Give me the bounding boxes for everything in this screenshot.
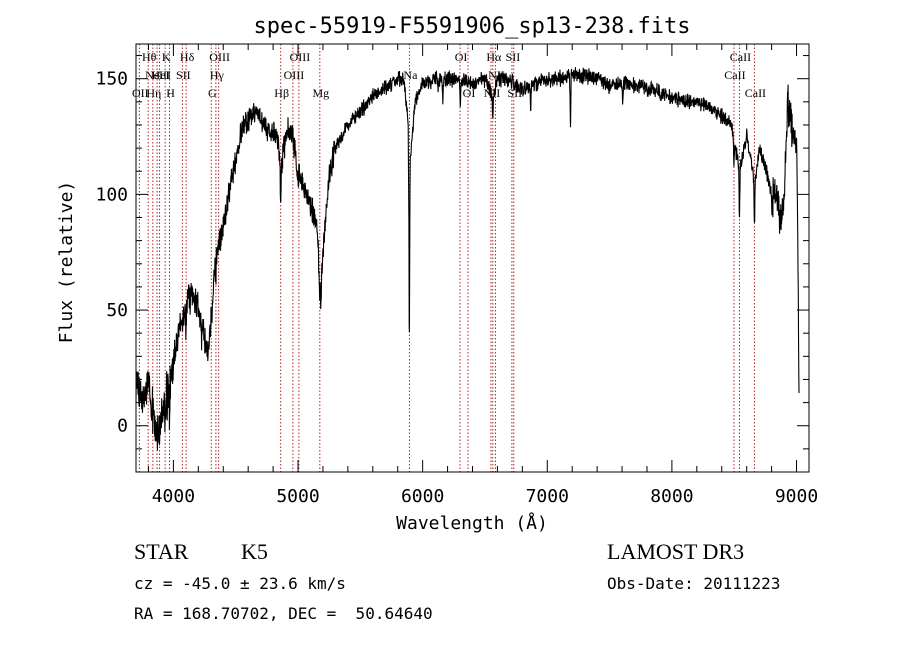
y-axis-label: Flux (relative) (56, 181, 77, 344)
line-marker-label: Hγ (210, 68, 225, 82)
line-marker-label: CaII (730, 50, 751, 64)
chart-title: spec-55919-F5591906_sp13-238.fits (253, 14, 690, 39)
line-marker-label: OIII (284, 68, 305, 82)
y-tick-label: 0 (117, 416, 128, 437)
y-tick-label: 100 (95, 184, 128, 205)
line-marker-label: HeI (152, 68, 170, 82)
line-markers-layer (138, 44, 755, 472)
y-axis-ticks: 0 50 100 150 (95, 55, 809, 450)
survey-name: LAMOST DR3 (607, 539, 744, 564)
spectrum-line (135, 67, 800, 451)
redshift-text: cz = -45.0 ± 23.6 km/s (134, 574, 346, 593)
object-subclass: K5 (241, 539, 268, 564)
x-tick-label: 4000 (152, 486, 195, 507)
x-tick-label: 7000 (526, 486, 569, 507)
line-marker-label: SII (176, 68, 191, 82)
line-marker-label: NeIII (145, 68, 171, 82)
line-marker-label: OI (455, 50, 468, 64)
object-class: STAR (134, 539, 189, 564)
line-marker-label: Hβ (274, 86, 289, 100)
line-marker-label: CaII (745, 86, 766, 100)
line-marker-label: OI (463, 86, 476, 100)
y-tick-label: 150 (95, 69, 128, 90)
line-marker-label: SII (506, 50, 521, 64)
y-tick-label: 50 (106, 300, 128, 321)
line-marker-label: Hα (486, 50, 502, 64)
line-marker-label: Hδ (180, 50, 195, 64)
x-tick-label: 6000 (401, 486, 444, 507)
line-marker-label: Mg (312, 86, 329, 100)
line-marker-label: G (208, 86, 217, 100)
x-tick-label: 5000 (276, 486, 319, 507)
line-marker-label: Na (403, 68, 418, 82)
obs-date-text: Obs-Date: 20111223 (607, 574, 780, 593)
line-marker-label: CaII (724, 68, 745, 82)
line-marker-label: Hθ (142, 50, 157, 64)
coordinates-text: RA = 168.70702, DEC = 50.64640 (134, 604, 433, 623)
line-marker-label: OIII (290, 50, 311, 64)
line-marker-label: Hη (146, 86, 161, 100)
line-marker-label: K (162, 50, 171, 64)
line-marker-label: H (166, 86, 175, 100)
x-tick-label: 9000 (775, 486, 818, 507)
line-marker-label: OIII (209, 50, 230, 64)
x-tick-label: 8000 (650, 486, 693, 507)
x-axis-ticks: 4000 5000 6000 7000 8000 9000 (147, 44, 818, 507)
x-axis-label: Wavelength (Å) (396, 512, 548, 534)
